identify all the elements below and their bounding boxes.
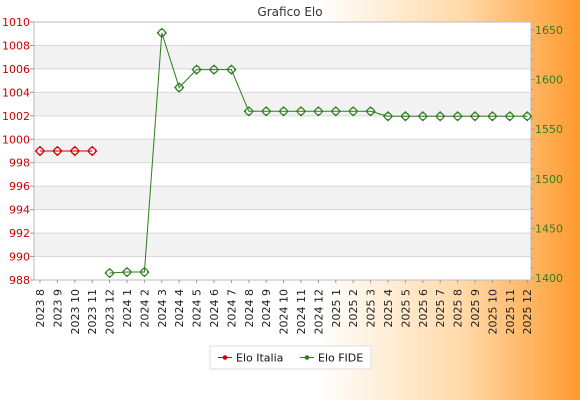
x-axis-tick-label: 2025 7 [434, 289, 447, 328]
x-axis-tick-label: 2024 2 [138, 289, 151, 328]
data-point-ring [88, 147, 97, 155]
data-point-ring [366, 107, 375, 116]
grid-band [34, 68, 531, 93]
data-point-ring [523, 112, 532, 121]
x-axis-tick-label: 2024 5 [191, 289, 204, 328]
left-axis-tick-label: 1000 [2, 133, 30, 146]
data-point-ring [488, 112, 497, 121]
data-point-ring [227, 65, 236, 74]
x-axis-tick-label: 2023 8 [34, 289, 47, 328]
x-axis-tick-label: 2023 9 [51, 289, 64, 328]
data-point-ring [471, 112, 479, 121]
right-axis-tick-label: 1400 [535, 272, 563, 285]
x-axis-tick-label: 2025 12 [521, 289, 534, 335]
legend-label: Elo Italia [236, 352, 283, 365]
right-axis-tick-label: 1650 [535, 24, 563, 37]
x-axis-tick-label: 2024 10 [278, 289, 291, 335]
data-point-ring [70, 147, 79, 155]
legend-label: Elo FIDE [318, 352, 363, 365]
x-axis-tick-label: 2024 12 [312, 289, 325, 335]
data-point-ring [349, 107, 358, 116]
data-point-ring [436, 112, 445, 121]
left-axis-tick-label: 996 [9, 180, 30, 193]
x-axis-tick-label: 2023 11 [86, 289, 99, 335]
data-point-ring [401, 112, 410, 121]
grid-band [34, 162, 531, 187]
plot-frame [33, 21, 532, 281]
x-axis-tick-label: 2024 7 [225, 289, 238, 328]
x-axis-tick-label: 2025 11 [504, 289, 517, 335]
data-point-ring [36, 147, 44, 155]
data-point-ring [314, 107, 323, 116]
x-axis-tick-label: 2025 1 [330, 289, 343, 328]
data-point-ring [297, 107, 305, 116]
left-axis-tick-label: 1006 [2, 63, 30, 76]
x-axis-tick-label: 2025 5 [399, 289, 412, 328]
x-axis-tick-label: 2024 11 [295, 289, 308, 335]
left-axis-tick-label: 998 [9, 157, 30, 170]
grid-band [34, 115, 531, 140]
data-point-ring [123, 268, 131, 276]
grid-band [34, 45, 531, 69]
data-point-ring [418, 112, 427, 121]
x-axis-tick-label: 2024 1 [121, 289, 134, 328]
grid-band [34, 92, 531, 116]
x-axis-tick-label: 2024 4 [173, 289, 186, 328]
x-axis-tick-label: 2023 10 [69, 289, 82, 335]
data-point-ring [279, 107, 288, 116]
legend-marker [222, 355, 228, 360]
x-axis-tick-label: 2025 10 [486, 289, 499, 335]
x-axis-tick-label: 2025 8 [452, 289, 465, 328]
x-axis-tick-label: 2023 12 [104, 289, 117, 335]
left-axis-tick-label: 990 [9, 251, 30, 264]
x-axis-tick-label: 2025 3 [365, 289, 378, 328]
x-axis-tick-label: 2024 9 [260, 289, 273, 328]
data-point-ring [105, 269, 114, 277]
right-axis-tick-label: 1600 [535, 74, 563, 87]
data-point-ring [262, 107, 271, 116]
x-axis-tick-label: 2025 2 [347, 289, 360, 328]
x-axis-tick-label: 2024 3 [156, 289, 169, 328]
series-line-elo-fide [109, 32, 528, 274]
x-axis-tick-label: 2025 4 [382, 289, 395, 328]
legend-marker [304, 355, 310, 360]
right-axis-tick-label: 1500 [535, 173, 563, 186]
left-axis-tick-label: 1010 [2, 16, 30, 29]
data-point-ring [331, 107, 340, 116]
left-axis-tick-label: 992 [9, 227, 30, 240]
right-axis-tick-label: 1550 [535, 123, 563, 136]
chart-title: Grafico Elo [257, 5, 322, 19]
x-axis-tick-label: 2024 6 [208, 289, 221, 328]
grid-band [34, 233, 531, 257]
data-point-ring [244, 107, 253, 116]
x-axis-tick-label: 2025 6 [417, 289, 430, 328]
grid-band [34, 22, 531, 46]
grid-band [34, 139, 531, 163]
left-axis-tick-label: 1008 [2, 39, 30, 52]
x-axis-tick-label: 2025 9 [469, 289, 482, 328]
left-axis-tick-label: 994 [9, 204, 30, 217]
right-axis-tick-label: 1450 [535, 222, 563, 235]
legend-box [209, 345, 372, 370]
left-axis-tick-label: 1002 [2, 110, 30, 123]
data-point-ring [453, 112, 462, 121]
left-axis-tick-label: 1004 [2, 86, 30, 99]
data-point-ring [192, 65, 201, 74]
data-point-ring [384, 112, 392, 121]
x-axis-tick-label: 2024 8 [243, 289, 256, 328]
grid-band [34, 256, 531, 280]
data-point-ring [210, 65, 218, 74]
grid-band [34, 186, 531, 210]
data-point-ring [53, 147, 62, 155]
grid-band [34, 209, 531, 234]
data-point-ring [505, 112, 514, 121]
data-point-ring [175, 83, 184, 92]
data-point-ring [140, 268, 149, 276]
left-axis-tick-label: 988 [9, 274, 30, 287]
data-point-ring [157, 29, 166, 37]
